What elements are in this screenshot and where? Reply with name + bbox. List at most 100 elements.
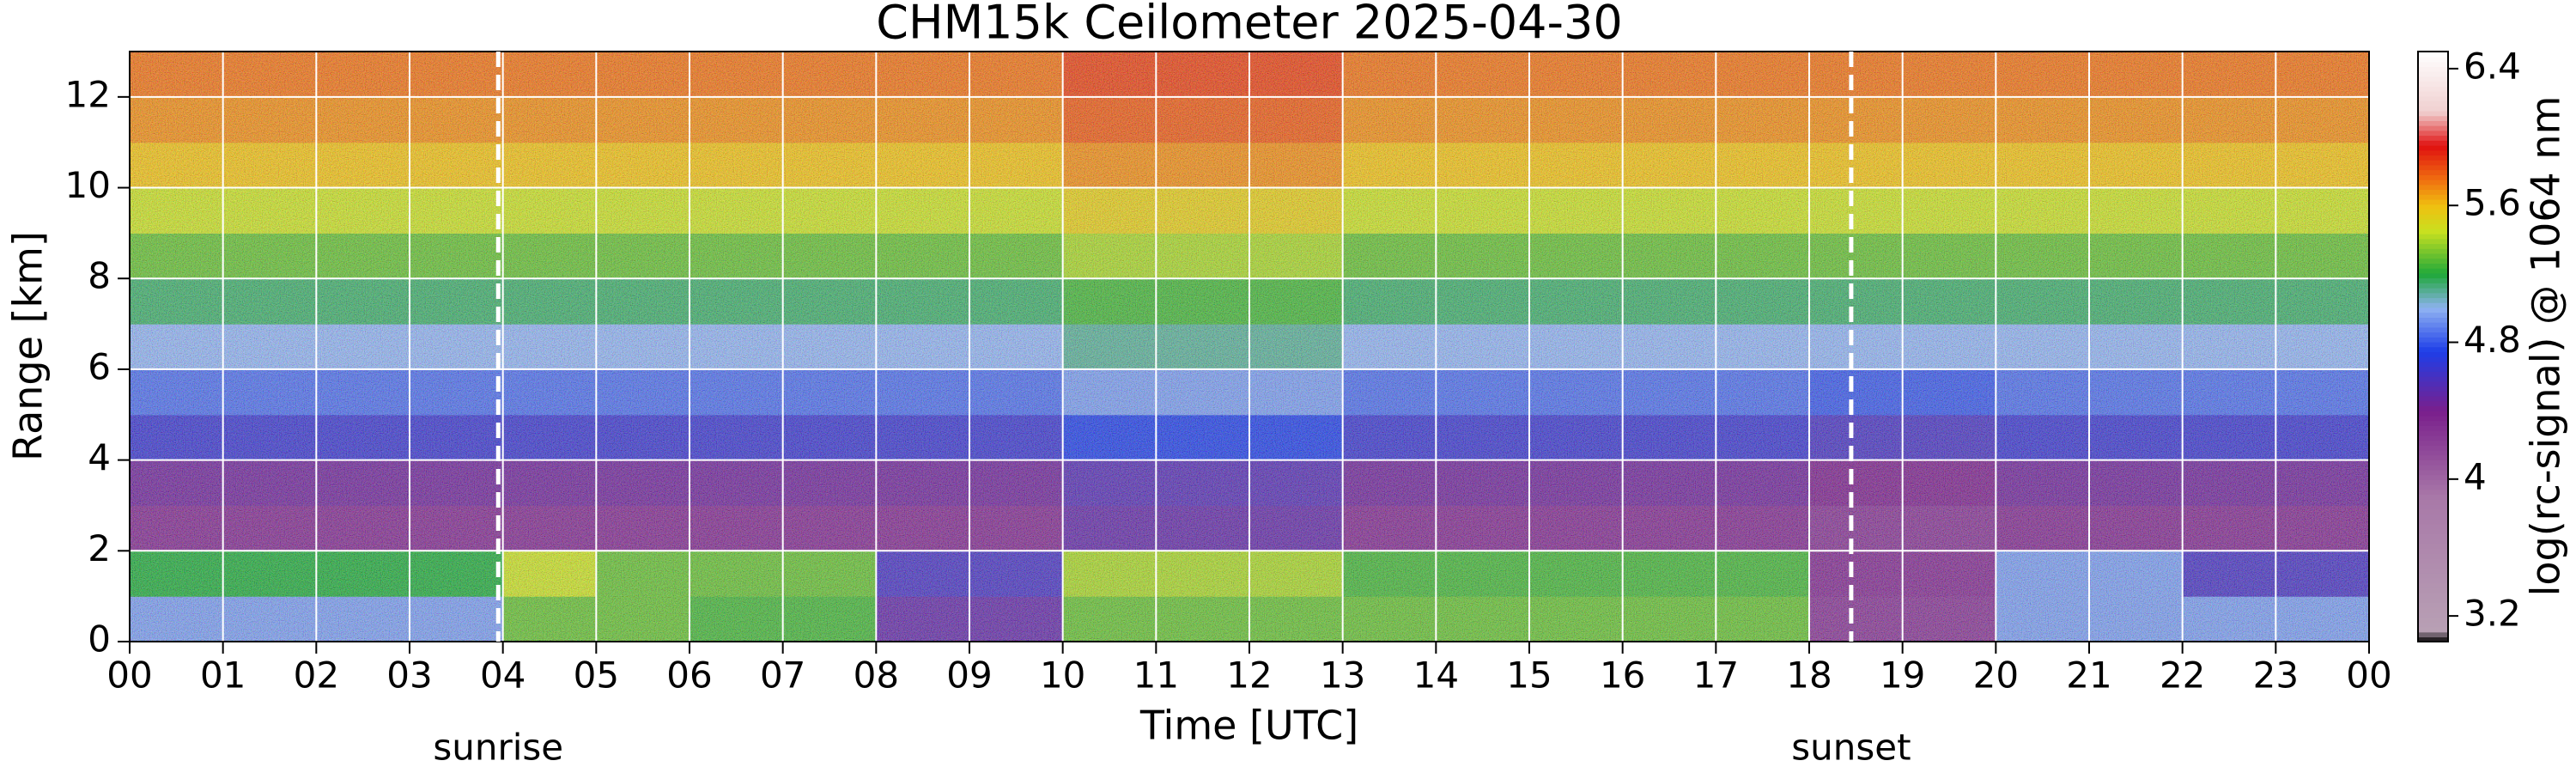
- colorbar-swatch: [2418, 400, 2448, 406]
- colorbar-swatch: [2418, 587, 2448, 593]
- x-tick-label: 06: [666, 654, 712, 697]
- colorbar-swatch: [2418, 233, 2448, 240]
- colorbar-swatch: [2418, 552, 2448, 559]
- colorbar-swatch: [2418, 538, 2448, 545]
- x-tick-label: 17: [1693, 654, 1739, 697]
- colorbar-swatch: [2418, 125, 2448, 131]
- colorbar-swatch: [2418, 415, 2448, 422]
- x-tick-label: 10: [1040, 654, 1085, 697]
- colorbar-swatch: [2418, 351, 2448, 357]
- colorbar-swatch: [2418, 144, 2448, 151]
- x-tick-label: 11: [1133, 654, 1179, 697]
- x-tick-label: 12: [1226, 654, 1272, 697]
- colorbar-swatch: [2418, 577, 2448, 584]
- colorbar-swatch: [2418, 395, 2448, 402]
- colorbar-swatch: [2418, 484, 2448, 490]
- colorbar-swatch: [2418, 410, 2448, 417]
- colorbar-swatch: [2418, 494, 2448, 500]
- colorbar-swatch: [2418, 297, 2448, 303]
- colorbar-swatch: [2418, 76, 2448, 82]
- colorbar-swatch: [2418, 135, 2448, 141]
- colorbar-tick-label: 3.2: [2464, 593, 2521, 635]
- colorbar-swatch: [2418, 631, 2448, 638]
- colorbar-swatch: [2418, 61, 2448, 67]
- colorbar-swatch: [2418, 592, 2448, 599]
- colorbar-swatch: [2418, 56, 2448, 63]
- chart-title: CHM15k Ceilometer 2025-04-30: [876, 0, 1622, 50]
- colorbar-swatch: [2418, 602, 2448, 608]
- colorbar-swatch: [2418, 317, 2448, 323]
- colorbar-swatch: [2418, 277, 2448, 283]
- colorbar-frame: [2417, 51, 2449, 642]
- colorbar-swatch: [2418, 159, 2448, 166]
- colorbar-swatch: [2418, 460, 2448, 466]
- colorbar-swatch: [2418, 469, 2448, 476]
- x-tick-label: 20: [1973, 654, 2019, 697]
- x-tick-label: 23: [2253, 654, 2299, 697]
- y-tick-label: 4: [88, 436, 111, 478]
- colorbar-swatch: [2418, 263, 2448, 269]
- x-tick-label: 19: [1880, 654, 1925, 697]
- colorbar-swatch: [2418, 435, 2448, 441]
- x-axis-label: Time [UTC]: [1139, 703, 1358, 749]
- colorbar-swatch: [2418, 337, 2448, 343]
- colorbar-swatch: [2418, 563, 2448, 569]
- colorbar-swatch: [2418, 346, 2448, 353]
- colorbar-swatch: [2418, 572, 2448, 579]
- x-tick-label: 13: [1320, 654, 1365, 697]
- colorbar-swatch: [2418, 223, 2448, 229]
- colorbar-swatch: [2418, 179, 2448, 186]
- colorbar-swatch: [2418, 405, 2448, 411]
- colorbar-swatch: [2418, 626, 2448, 633]
- x-tick-label: 07: [760, 654, 805, 697]
- colorbar-swatch: [2418, 361, 2448, 368]
- colorbar-swatch: [2418, 445, 2448, 451]
- colorbar-swatch: [2418, 503, 2448, 510]
- colorbar-swatch: [2418, 528, 2448, 534]
- colorbar-swatch: [2418, 606, 2448, 613]
- colorbar-swatch: [2418, 557, 2448, 564]
- colorbar-swatch: [2418, 332, 2448, 338]
- colorbar-swatch: [2418, 568, 2448, 574]
- colorbar-swatch: [2418, 287, 2448, 294]
- colorbar-swatch: [2418, 272, 2448, 279]
- colorbar-swatch: [2418, 198, 2448, 205]
- colorbar-swatch: [2418, 283, 2448, 289]
- colorbar-swatch: [2418, 130, 2448, 137]
- colorbar-swatch: [2418, 213, 2448, 220]
- colorbar-swatch: [2418, 66, 2448, 72]
- colorbar-swatch: [2418, 326, 2448, 333]
- colorbar-tick-label: 4: [2464, 455, 2487, 497]
- colorbar-swatch: [2418, 164, 2448, 171]
- colorbar-label: log(rc-signal) @ 1064 nm: [2523, 96, 2569, 597]
- colorbar-swatch: [2418, 174, 2448, 180]
- colorbar-swatch: [2418, 301, 2448, 308]
- colorbar-tick-label: 6.4: [2464, 45, 2521, 87]
- colorbar-swatch: [2418, 100, 2448, 107]
- colorbar-swatch: [2418, 597, 2448, 603]
- colorbar-swatch: [2418, 479, 2448, 485]
- annotation-text: sunset: [1791, 727, 1911, 769]
- x-tick-label: 21: [2066, 654, 2111, 697]
- colorbar-swatch: [2418, 386, 2448, 392]
- colorbar-swatch: [2418, 90, 2448, 97]
- colorbar-swatch: [2418, 533, 2448, 539]
- colorbar-swatch: [2418, 228, 2448, 234]
- colorbar-swatch: [2418, 110, 2448, 117]
- colorbar-tick-label: 4.8: [2464, 319, 2521, 361]
- colorbar-swatch: [2418, 356, 2448, 362]
- y-tick-label: 10: [65, 164, 111, 206]
- x-tick-label: 18: [1786, 654, 1832, 697]
- y-tick-label: 6: [88, 345, 111, 387]
- x-tick-label: 22: [2160, 654, 2205, 697]
- x-tick-label: 03: [386, 654, 432, 697]
- colorbar-swatch: [2418, 474, 2448, 480]
- colorbar-swatch: [2418, 120, 2448, 126]
- colorbar-swatch: [2418, 518, 2448, 525]
- x-tick-label: 14: [1413, 654, 1459, 697]
- colorbar-swatch: [2418, 258, 2448, 264]
- colorbar-swatch: [2418, 429, 2448, 436]
- colorbar-swatch: [2418, 548, 2448, 554]
- colorbar-swatch: [2418, 582, 2448, 588]
